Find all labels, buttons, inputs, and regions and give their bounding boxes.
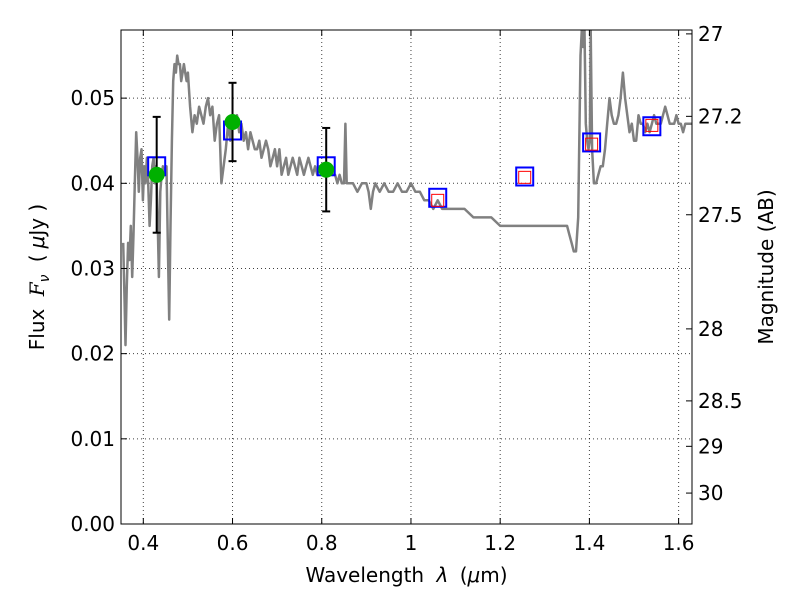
model-photometry-square <box>515 166 535 187</box>
right-tick-label: 27.2 <box>698 104 743 128</box>
y-tick-label: 0.04 <box>70 171 115 195</box>
y-tick-label: 0.01 <box>70 427 115 451</box>
synthetic-photometry-square <box>431 193 445 207</box>
y-tick-label: 0.00 <box>70 512 115 536</box>
synthetic-photometry-square <box>645 118 659 132</box>
right-tick-label: 28.5 <box>698 389 743 413</box>
x-tick-label: 0.4 <box>127 531 159 555</box>
x-tick-label: 1.4 <box>573 531 605 555</box>
synthetic-photometry-square <box>585 137 599 151</box>
sed-line <box>121 30 692 347</box>
marker-layer <box>147 81 662 234</box>
x-tick-label: 0.8 <box>306 531 338 555</box>
right-tick-label: 27 <box>698 22 723 46</box>
y-axis-label-left: Flux Fν (μJy ) <box>25 204 54 350</box>
observed-point <box>318 161 335 178</box>
y-tick-label: 0.03 <box>70 256 115 280</box>
x-tick-label: 1.6 <box>663 531 695 555</box>
x-tick-label: 1.2 <box>484 531 516 555</box>
model-photometry-square <box>642 116 662 137</box>
y-axis-label-right: Magnitude (AB) <box>754 189 778 344</box>
synthetic-photometry-square <box>518 170 532 184</box>
right-tick-label: 29 <box>698 434 723 458</box>
model-photometry-square <box>582 132 602 153</box>
right-tick-label: 30 <box>698 481 723 505</box>
y-tick-label: 0.02 <box>70 342 115 366</box>
right-tick-label: 27.5 <box>698 203 743 227</box>
x-tick-label: 1 <box>405 531 418 555</box>
observed-point <box>224 113 241 130</box>
x-axis-label: Wavelength λ (μm) <box>305 563 507 587</box>
y-tick-label: 0.05 <box>70 86 115 110</box>
series-layer <box>121 30 692 347</box>
observed-point <box>148 166 165 183</box>
plot-frame <box>120 29 693 525</box>
ticks: 0.4 0.6 0.8 1 1.2 1.4 1.6 0.00 0.01 0.02 0.03 0.04 0… <box>70 22 742 555</box>
x-tick-label: 0.6 <box>217 531 249 555</box>
right-tick-label: 28 <box>698 317 723 341</box>
